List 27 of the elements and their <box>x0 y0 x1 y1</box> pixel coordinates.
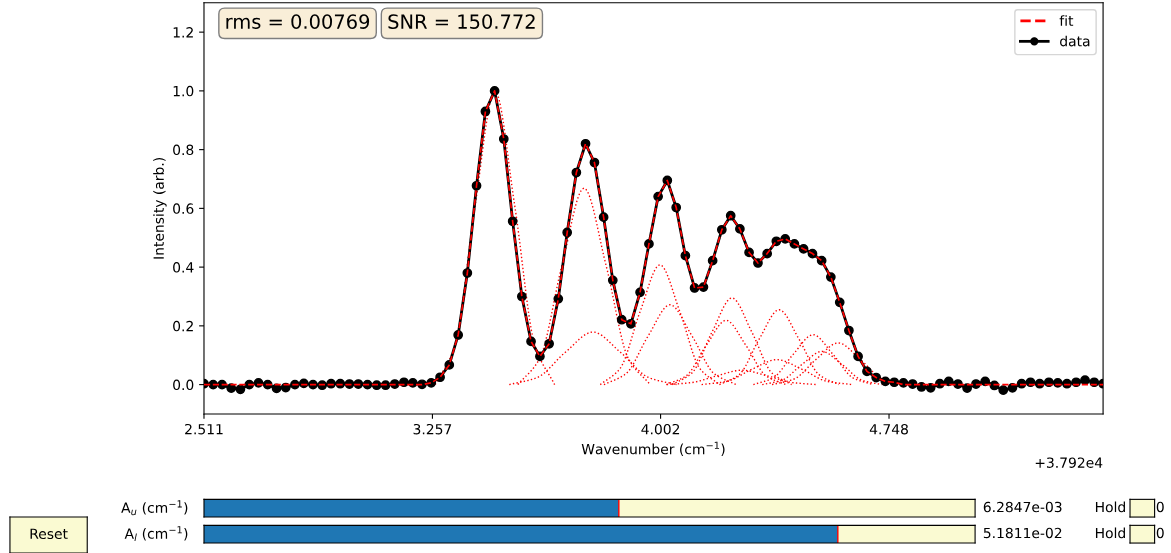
text: 0 <box>1156 527 1164 539</box>
x-axis-title: Wavenumber (cm$^{−1}$) <box>581 441 725 456</box>
text: Hold <box>1095 527 1125 539</box>
category-label: A$_{u}$ (cm$^{−1}$) <box>121 500 188 516</box>
text: 0 <box>1156 501 1164 513</box>
text: 5.1811e-02 <box>983 527 1062 539</box>
y-tick-label: 0.8 <box>173 144 194 156</box>
x-tick-label: 3.257 <box>413 423 452 435</box>
category-label: A$_{l}$ (cm$^{−1}$) <box>124 526 188 541</box>
x-tick-label: 4.748 <box>869 423 908 435</box>
y-tick-label: 0.2 <box>173 320 193 332</box>
legend-label: data <box>1060 35 1090 47</box>
x-tick-label: 2.511 <box>185 423 223 435</box>
text: Hold <box>1095 501 1125 513</box>
y-tick-label: 1.0 <box>173 85 194 97</box>
legend-label: fit <box>1059 15 1074 26</box>
annotation: rms = 0.00769 <box>226 14 370 29</box>
text: +3.792e4 <box>1035 457 1103 468</box>
y-tick-label: 1.2 <box>173 27 193 38</box>
x-tick-label: 4.002 <box>641 423 680 435</box>
annotation: SNR = 150.772 <box>388 14 535 29</box>
text: Reset <box>30 528 68 540</box>
y-tick-label: 0.4 <box>173 262 194 273</box>
y-tick-label: 0.6 <box>173 203 194 214</box>
text: 6.2847e-03 <box>983 501 1062 513</box>
y-tick-label: 0.0 <box>173 379 194 391</box>
y-axis-title: Intensity (arb.) <box>153 157 167 259</box>
